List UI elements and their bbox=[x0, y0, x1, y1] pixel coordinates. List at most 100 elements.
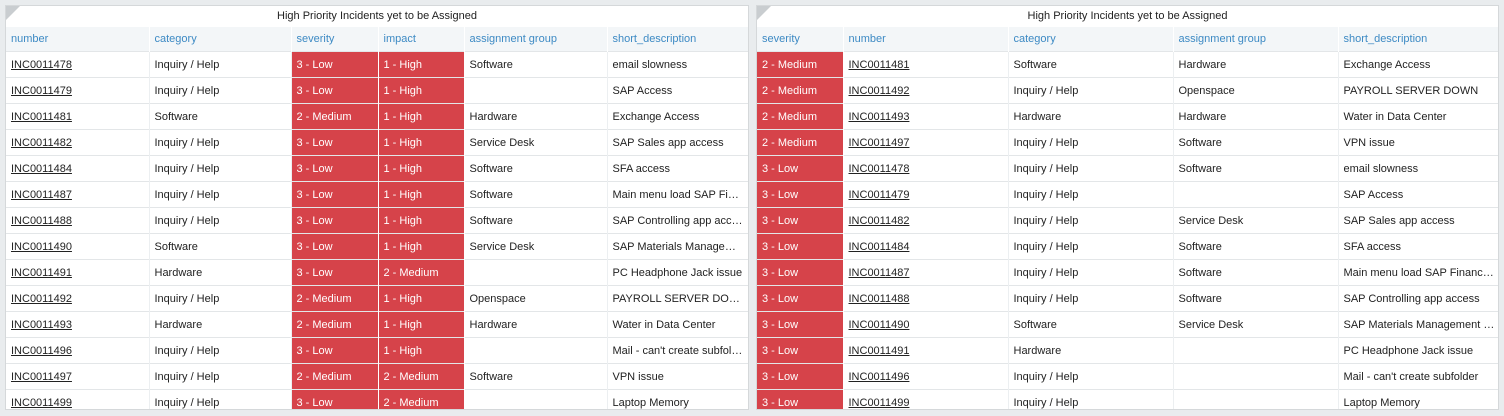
incident-link[interactable]: INC0011497 bbox=[848, 136, 910, 149]
table-cell bbox=[464, 389, 608, 409]
table-row: 3 - Low INC0011499 Inquiry / Help Laptop Me… bbox=[757, 389, 1498, 409]
table-cell: INC0011496 bbox=[843, 363, 1009, 390]
header-row: number category severity impact assignment g… bbox=[6, 27, 748, 52]
table-cell: Inquiry / Help bbox=[149, 285, 292, 312]
table-cell: Inquiry / Help bbox=[1008, 363, 1174, 390]
table-cell: 3 - Low bbox=[757, 233, 844, 260]
table-cell: 1 - High bbox=[378, 233, 465, 260]
table-cell: 3 - Low bbox=[291, 51, 379, 78]
incident-link[interactable]: INC0011478 bbox=[11, 58, 72, 71]
incident-link[interactable]: INC0011496 bbox=[11, 344, 72, 357]
table-cell: SAP Access bbox=[607, 77, 748, 104]
column-header[interactable]: impact bbox=[378, 27, 465, 52]
incident-link[interactable]: INC0011479 bbox=[11, 84, 72, 97]
column-header[interactable]: short_description bbox=[607, 27, 748, 52]
incident-link[interactable]: INC0011491 bbox=[848, 344, 910, 357]
column-header[interactable]: assignment group bbox=[464, 27, 608, 52]
table-cell: Inquiry / Help bbox=[1008, 389, 1174, 409]
incident-link[interactable]: INC0011493 bbox=[848, 110, 910, 123]
table-cell: 3 - Low bbox=[291, 259, 379, 286]
table-cell: 2 - Medium bbox=[291, 103, 379, 130]
table-row: 3 - Low INC0011479 Inquiry / Help SAP Acces… bbox=[757, 181, 1498, 208]
incident-link[interactable]: INC0011499 bbox=[848, 396, 910, 409]
table-cell: 3 - Low bbox=[291, 207, 379, 234]
table-cell: SAP Sales app access bbox=[607, 129, 748, 156]
incident-link[interactable]: INC0011481 bbox=[11, 110, 72, 123]
table-cell: Inquiry / Help bbox=[149, 389, 292, 409]
incident-link[interactable]: INC0011487 bbox=[848, 266, 910, 279]
table-cell: INC0011499 bbox=[843, 389, 1009, 409]
table-header: severity number category assignment group sh… bbox=[757, 27, 1498, 52]
table-row: 3 - Low INC0011478 Inquiry / Help Software e… bbox=[757, 155, 1498, 182]
table-header: number category severity impact assignment g… bbox=[6, 27, 748, 52]
table-cell: Software bbox=[1173, 129, 1339, 156]
table-cell: 1 - High bbox=[378, 181, 465, 208]
table-cell: INC0011497 bbox=[6, 363, 150, 390]
table-cell: INC0011490 bbox=[6, 233, 150, 260]
table-cell: 3 - Low bbox=[757, 389, 844, 409]
table-cell: INC0011478 bbox=[6, 51, 150, 78]
table-cell: 1 - High bbox=[378, 155, 465, 182]
incident-link[interactable]: INC0011492 bbox=[848, 84, 910, 97]
incident-link[interactable]: INC0011492 bbox=[11, 292, 72, 305]
column-header[interactable]: number bbox=[6, 27, 150, 52]
table-cell: 1 - High bbox=[378, 51, 465, 78]
table-cell: INC0011484 bbox=[843, 233, 1009, 260]
table-row: INC0011488 Inquiry / Help 3 - Low 1 - High S… bbox=[6, 207, 748, 234]
incident-link[interactable]: INC0011478 bbox=[848, 162, 910, 175]
table-cell: SFA access bbox=[1338, 233, 1498, 260]
table-cell: 2 - Medium bbox=[757, 103, 844, 130]
column-header[interactable]: category bbox=[1008, 27, 1174, 52]
column-header[interactable]: number bbox=[843, 27, 1009, 52]
incident-link[interactable]: INC0011487 bbox=[11, 188, 72, 201]
table-cell: Software bbox=[1173, 233, 1339, 260]
table-cell: email slowness bbox=[607, 51, 748, 78]
table-cell: Inquiry / Help bbox=[149, 181, 292, 208]
table-row: INC0011497 Inquiry / Help 2 - Medium 2 - Me… bbox=[6, 363, 748, 390]
column-header[interactable]: category bbox=[149, 27, 292, 52]
table-cell: 1 - High bbox=[378, 103, 465, 130]
incident-link[interactable]: INC0011499 bbox=[11, 396, 72, 409]
incident-link[interactable]: INC0011481 bbox=[848, 58, 910, 71]
incident-link[interactable]: INC0011490 bbox=[11, 240, 72, 253]
table-cell: INC0011490 bbox=[843, 311, 1009, 338]
table-row: INC0011478 Inquiry / Help 3 - Low 1 - High S… bbox=[6, 51, 748, 78]
incident-link[interactable]: INC0011482 bbox=[848, 214, 910, 227]
incident-link[interactable]: INC0011482 bbox=[11, 136, 72, 149]
incident-link[interactable]: INC0011484 bbox=[848, 240, 910, 253]
incident-link[interactable]: INC0011488 bbox=[11, 214, 72, 227]
table-cell bbox=[464, 259, 608, 286]
column-header[interactable]: short_description bbox=[1338, 27, 1498, 52]
table-cell bbox=[464, 77, 608, 104]
table-cell: Laptop Memory bbox=[607, 389, 748, 409]
incident-link[interactable]: INC0011484 bbox=[11, 162, 72, 175]
incident-link[interactable]: INC0011497 bbox=[11, 370, 72, 383]
table-cell: Hardware bbox=[464, 103, 608, 130]
table-cell: Software bbox=[464, 181, 608, 208]
column-header[interactable]: severity bbox=[291, 27, 379, 52]
table-cell: Hardware bbox=[1008, 103, 1174, 130]
incident-link[interactable]: INC0011496 bbox=[848, 370, 910, 383]
table-cell: Inquiry / Help bbox=[149, 51, 292, 78]
table-cell: Hardware bbox=[464, 311, 608, 338]
table-cell: 3 - Low bbox=[291, 155, 379, 182]
incident-link[interactable]: INC0011491 bbox=[11, 266, 72, 279]
table-cell: 3 - Low bbox=[757, 337, 844, 364]
table-cell: Hardware bbox=[149, 259, 292, 286]
table-row: 3 - Low INC0011482 Inquiry / Help Service D… bbox=[757, 207, 1498, 234]
table-cell: 3 - Low bbox=[757, 155, 844, 182]
table-cell: Software bbox=[1008, 311, 1174, 338]
incident-link[interactable]: INC0011490 bbox=[848, 318, 910, 331]
table-cell: SAP Materials Management issue bbox=[607, 233, 748, 260]
incident-link[interactable]: INC0011493 bbox=[11, 318, 72, 331]
incident-link[interactable]: INC0011479 bbox=[848, 188, 910, 201]
table-cell: Main menu load SAP Financials bbox=[607, 181, 748, 208]
table-cell: Exchange Access bbox=[607, 103, 748, 130]
table-cell: INC0011487 bbox=[843, 259, 1009, 286]
incident-link[interactable]: INC0011488 bbox=[848, 292, 910, 305]
table-cell: Software bbox=[149, 233, 292, 260]
table-body: 2 - Medium INC0011481 Software Hardware Exch… bbox=[757, 51, 1498, 409]
column-header[interactable]: severity bbox=[757, 27, 844, 52]
column-header[interactable]: assignment group bbox=[1173, 27, 1339, 52]
table-cell bbox=[464, 337, 608, 364]
